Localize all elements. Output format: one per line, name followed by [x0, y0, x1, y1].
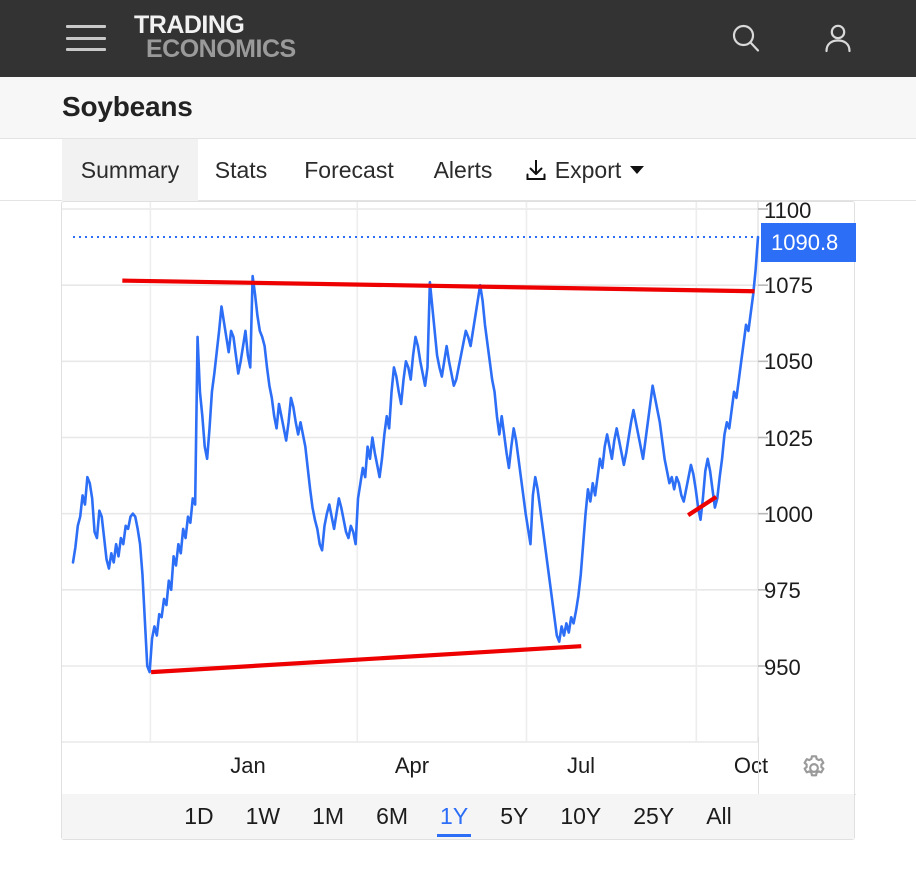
range-button-1w[interactable]: 1W [245, 803, 281, 829]
tab-stats-label: Stats [214, 156, 268, 183]
x-axis-label-jan: Jan [230, 753, 266, 778]
tab-summary-label: Summary [80, 156, 180, 183]
brand-logo[interactable]: TRADING ECONOMICS [134, 11, 296, 63]
title-band: Soybeans [0, 77, 916, 139]
tab-export-label: Export [554, 156, 622, 183]
x-axis-label-jul: Jul [566, 753, 596, 778]
hamburger-icon[interactable] [66, 22, 106, 54]
account-icon[interactable] [820, 21, 856, 57]
y-axis-label-1050: 1050 [764, 349, 813, 374]
x-axis-label-apr: Apr [394, 753, 430, 778]
tab-stats[interactable]: Stats [198, 139, 284, 201]
tab-alerts-label: Alerts [433, 156, 493, 183]
tab-forecast[interactable]: Forecast [284, 139, 414, 201]
y-axis-label-975: 975 [764, 578, 801, 603]
range-button-1y[interactable]: 1Y [424, 794, 484, 839]
chart-plot-area[interactable] [62, 202, 856, 794]
page-title: Soybeans [62, 91, 193, 122]
brand-line-2: ECONOMICS [146, 34, 296, 63]
chevron-down-icon [630, 166, 645, 174]
chart-card: 1100 1090.8 1075 1050 1025 1000 975 950 … [61, 198, 856, 840]
y-axis-label-1100: 1100 [764, 198, 812, 223]
tab-forecast-label: Forecast [304, 156, 394, 183]
tab-bar: Summary Stats Forecast Alerts Export [0, 139, 916, 201]
range-button-25y[interactable]: 25Y [633, 803, 675, 829]
range-button-6m[interactable]: 6M [376, 803, 409, 829]
tab-export[interactable]: Export [512, 139, 656, 201]
y-axis-label-950: 950 [764, 655, 801, 680]
download-icon [524, 158, 548, 182]
range-button-5y[interactable]: 5Y [500, 803, 529, 829]
search-icon[interactable] [728, 21, 764, 57]
last-price-badge: 1090.8 [761, 223, 856, 262]
range-selector: 1D 1W 1M 6M 1Y 5Y 10Y 25Y All [62, 794, 854, 839]
tab-alerts[interactable]: Alerts [414, 139, 512, 201]
range-button-all[interactable]: All [706, 803, 732, 829]
y-axis-label-1025: 1025 [764, 426, 813, 451]
range-button-1m[interactable]: 1M [312, 803, 345, 829]
range-button-10y[interactable]: 10Y [560, 803, 602, 829]
toolbar-divider [758, 737, 759, 794]
range-button-1d[interactable]: 1D [184, 803, 214, 829]
brand-line-1: TRADING [134, 11, 245, 39]
price-chart-svg [62, 202, 768, 743]
x-axis-label-oct: Oct [733, 753, 769, 778]
y-axis-label-1000: 1000 [764, 502, 813, 527]
y-axis-label-1075: 1075 [764, 273, 813, 298]
top-navbar: TRADING ECONOMICS [0, 0, 916, 77]
gear-icon[interactable] [792, 747, 836, 789]
tab-summary[interactable]: Summary [62, 139, 198, 201]
